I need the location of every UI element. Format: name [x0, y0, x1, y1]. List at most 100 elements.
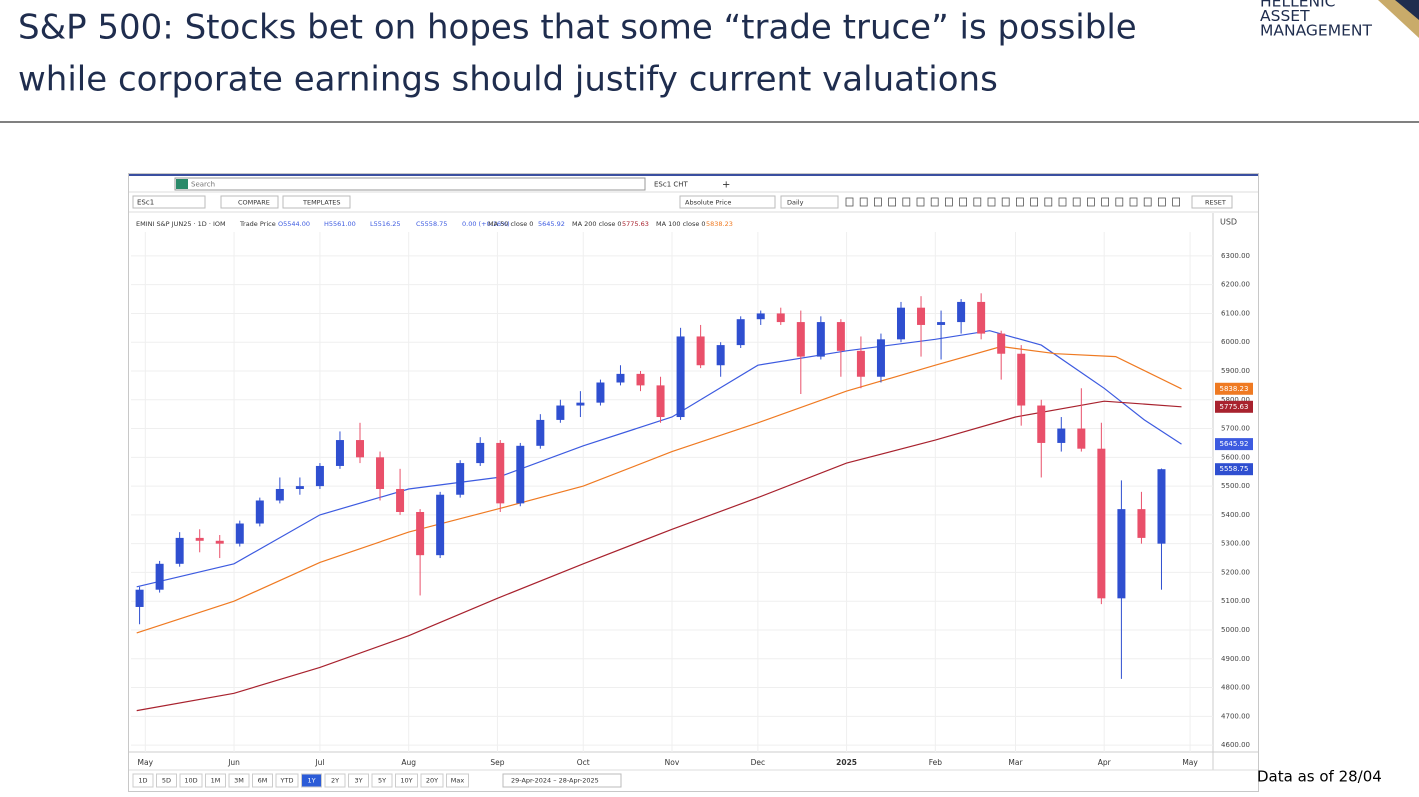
tool-icon[interactable]	[1143, 197, 1152, 207]
readout: O5544.00	[278, 220, 310, 228]
tool-icon[interactable]	[959, 197, 967, 207]
tool-icon[interactable]	[1158, 197, 1166, 207]
price-mode-dropdown[interactable]	[679, 195, 776, 209]
moving-average-line	[136, 345, 1182, 634]
tool-icon[interactable]	[1001, 197, 1010, 207]
range-label[interactable]: 10D	[184, 777, 197, 785]
range-button[interactable]	[420, 773, 444, 788]
candle-body	[235, 523, 244, 544]
y-tick-label: 6000.00	[1221, 338, 1250, 346]
interval-dropdown[interactable]	[780, 195, 839, 209]
range-label[interactable]: 1M	[211, 777, 221, 785]
tool-icon[interactable]	[1058, 197, 1067, 207]
range-label[interactable]: 1D	[138, 777, 147, 785]
compare-label[interactable]: COMPARE	[238, 199, 270, 207]
tool-icon[interactable]	[888, 197, 896, 207]
y-tick-label: 5200.00	[1221, 568, 1250, 576]
tool-icon[interactable]	[874, 197, 882, 207]
range-label[interactable]: 5D	[162, 777, 171, 785]
range-button[interactable]	[228, 773, 250, 788]
new-tab[interactable]: +	[722, 180, 730, 191]
tool-icon[interactable]	[1030, 197, 1038, 207]
range-label[interactable]: 3Y	[354, 777, 362, 785]
range-button[interactable]	[132, 773, 154, 788]
range-label[interactable]: 20Y	[426, 777, 438, 785]
range-button[interactable]	[446, 773, 469, 788]
range-label[interactable]: 3M	[234, 777, 244, 785]
x-tick-label: Jul	[314, 758, 324, 767]
reset-button[interactable]	[1191, 195, 1233, 209]
range-label[interactable]: 1Y	[307, 777, 315, 785]
tool-icon[interactable]	[1044, 197, 1053, 207]
date-range-box[interactable]	[502, 773, 622, 788]
price-tag	[1215, 400, 1253, 413]
y-tick-label: 5700.00	[1221, 425, 1250, 433]
tool-icon[interactable]	[1129, 197, 1138, 207]
tab-label[interactable]: ESc1 CHT	[654, 181, 689, 189]
candle-body	[1077, 428, 1086, 449]
tool-icon[interactable]	[930, 197, 939, 207]
price-tag-label: 5838.23	[1220, 385, 1249, 393]
range-button[interactable]	[252, 773, 273, 788]
range-button[interactable]	[395, 773, 418, 788]
candle-body	[556, 405, 565, 420]
range-button[interactable]	[205, 773, 226, 788]
candle-body	[135, 589, 144, 607]
templates-label[interactable]: TEMPLATES	[302, 199, 341, 207]
tool-icon[interactable]	[1101, 197, 1109, 207]
tool-icon[interactable]	[902, 197, 911, 207]
readout: H5561.00	[324, 220, 356, 228]
x-tick-label: 2025	[836, 758, 857, 767]
tool-icon[interactable]	[1016, 197, 1024, 207]
price-tag	[1215, 382, 1253, 395]
x-tick-label: Aug	[401, 758, 416, 767]
x-tick-label: Sep	[490, 758, 504, 767]
tool-icon[interactable]	[1087, 197, 1095, 207]
interval[interactable]: Daily	[787, 199, 804, 207]
candle-body	[1137, 509, 1146, 538]
tool-icon[interactable]	[945, 197, 953, 207]
range-button[interactable]	[156, 773, 177, 788]
range-label[interactable]: 6M	[258, 777, 268, 785]
range-label[interactable]: Max	[451, 777, 465, 785]
range-button[interactable]	[348, 773, 369, 788]
candle-body	[957, 301, 966, 323]
date-range[interactable]: 29-Apr-2024 – 28-Apr-2025	[511, 777, 599, 785]
templates-button[interactable]	[282, 195, 351, 209]
candle-body	[175, 537, 184, 564]
candle-body	[496, 442, 505, 504]
tool-icon[interactable]	[845, 197, 854, 207]
range-button[interactable]	[275, 773, 299, 788]
compare-button[interactable]	[220, 195, 279, 209]
tool-icon[interactable]	[859, 197, 868, 207]
candle-body	[836, 322, 845, 351]
range-button[interactable]	[179, 773, 203, 788]
tool-icon[interactable]	[916, 197, 925, 207]
symbol-input[interactable]	[132, 195, 206, 209]
range-label[interactable]: 5Y	[378, 777, 386, 785]
tool-icon[interactable]	[987, 197, 996, 207]
tool-icon[interactable]	[1115, 197, 1124, 207]
range-button[interactable]	[371, 773, 393, 788]
candle-body	[656, 385, 665, 418]
candle-body	[1057, 428, 1066, 443]
tool-icon[interactable]	[1172, 197, 1180, 207]
candle-body	[997, 333, 1006, 354]
tool-icon[interactable]	[973, 197, 982, 207]
y-tick-label: 4600.00	[1221, 741, 1250, 749]
tool-icon[interactable]	[1072, 197, 1081, 207]
search-box[interactable]	[174, 177, 646, 191]
y-tick-label: 5100.00	[1221, 597, 1250, 605]
range-label[interactable]: 10Y	[400, 777, 412, 785]
range-label[interactable]: YTD	[280, 777, 294, 785]
range-label[interactable]: 2Y	[331, 777, 339, 785]
candle-body	[1017, 353, 1026, 406]
range-button[interactable]	[324, 773, 346, 788]
reset-label[interactable]: RESET	[1205, 199, 1226, 207]
y-tick-label: 5400.00	[1221, 511, 1250, 519]
range-button[interactable]	[301, 773, 322, 788]
price-mode[interactable]: Absolute Price	[685, 199, 731, 207]
readout: L5516.25	[370, 220, 401, 228]
moving-average-line	[136, 330, 1182, 588]
